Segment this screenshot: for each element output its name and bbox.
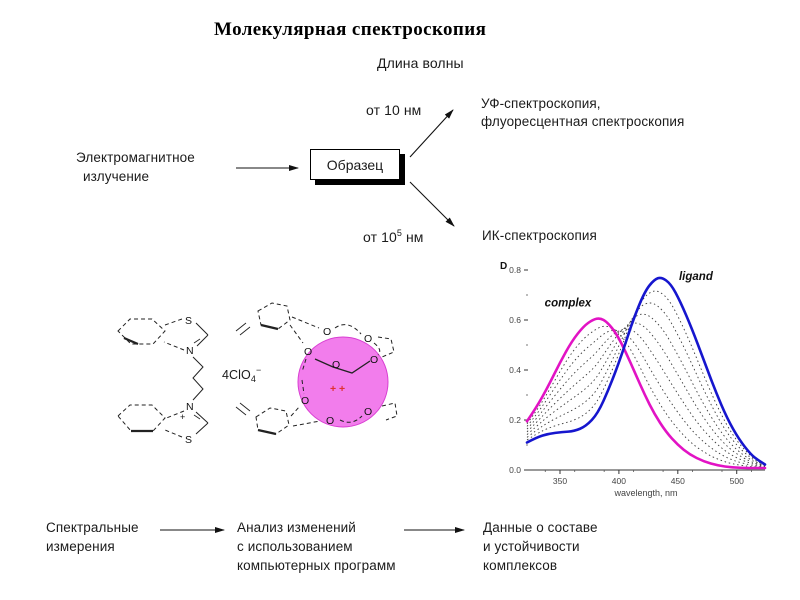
- nitrogen-atom-label: N: [186, 401, 194, 413]
- sulfur-atom-label: S: [185, 434, 192, 446]
- flow-step1-line2: измерения: [46, 539, 115, 554]
- cation-charge-label: + +: [330, 383, 345, 395]
- counterion-label: 4ClO4−: [222, 366, 261, 384]
- oxygen-atom-label: O: [364, 333, 372, 345]
- counterion-formula: 4ClO: [222, 368, 251, 382]
- oxygen-atom-label: O: [304, 346, 312, 358]
- benzothiazole-top: [117, 318, 209, 351]
- intermediate-spectrum-line: [526, 302, 766, 466]
- source-label-line1: Электромагнитное: [76, 150, 195, 165]
- plus-charge-label: +: [180, 412, 185, 422]
- flow-step2-line3: компьютерных программ: [237, 558, 396, 573]
- flow-step1-line1: Спектральные: [46, 520, 139, 535]
- oxygen-atom-label: O: [364, 406, 372, 418]
- atom-labels: S N N + S O O O O O O O O + +: [180, 315, 378, 446]
- crown-ether: [255, 302, 398, 436]
- arrow-up-right-icon: [409, 109, 454, 158]
- intermediate-spectrum-line: [526, 322, 766, 467]
- nitrogen-atom-label: N: [186, 345, 194, 357]
- intermediate-spectrum-line: [526, 329, 766, 468]
- source-label-line2: излучение: [83, 169, 150, 184]
- y-tick-label: 0.6: [509, 315, 521, 325]
- ir-range-label: от 105 нм: [363, 228, 424, 245]
- flow-step3-line1: Данные о составе: [483, 520, 598, 535]
- counterion-superscript: −: [256, 365, 262, 375]
- series-ligand-line: [525, 276, 767, 466]
- page-title: Молекулярная спектроскопия: [214, 19, 487, 40]
- uv-spectroscopy-line2: флуоресцентная спектроскопия: [481, 114, 685, 129]
- sample-box-label: Образец: [326, 156, 384, 173]
- pi-stack-marks: [235, 322, 251, 416]
- flow-step2-line2: с использованием: [237, 539, 353, 554]
- oxygen-atom-label: O: [370, 354, 378, 366]
- annotation-complex: complex: [545, 297, 592, 309]
- ir-range-base: от 10: [363, 229, 397, 245]
- wavelength-axis-label: Длина волны: [377, 55, 464, 71]
- ir-spectroscopy-label: ИК-спектроскопия: [482, 228, 597, 243]
- x-axis-title: wavelength, nm: [613, 488, 677, 498]
- intermediate-spectrum-line: [526, 290, 766, 466]
- glycol-bridge-bond: [314, 358, 371, 374]
- benzothiazole-bottom: [117, 404, 209, 438]
- counterion-subscript: 4: [250, 374, 256, 384]
- ir-range-exponent: 5: [396, 228, 402, 238]
- absorbance-spectra-chart: 350 400 450 500 0.0 0.2 0.4 0.6 0.8Dwavelength, …: [500, 261, 767, 498]
- uv-spectroscopy-line1: УФ-спектроскопия,: [481, 96, 601, 111]
- y-tick-label: 0.2: [509, 415, 521, 425]
- y-tick-label: 0.8: [509, 265, 521, 275]
- sample-box: Образец: [310, 149, 400, 180]
- propylene-chain-bond: [192, 356, 204, 401]
- x-tick-label: 400: [612, 476, 626, 486]
- flow-step2-line1: Анализ изменений: [237, 520, 356, 535]
- x-tick-label: 450: [671, 476, 685, 486]
- ir-range-unit: нм: [401, 229, 424, 245]
- oxygen-atom-label: O: [323, 326, 331, 338]
- oxygen-atom-label: O: [332, 359, 340, 371]
- chemical-structure-figure: S N N + S O O O O O O O O + +: [117, 302, 398, 446]
- arrow-down-right-icon: [409, 181, 455, 227]
- y-axis-title: D: [500, 261, 507, 272]
- annotation-ligand: ligand: [679, 271, 714, 283]
- oxygen-atom-label: O: [301, 395, 309, 407]
- oxygen-atom-label: O: [326, 415, 334, 427]
- intermediate-spectrum-line: [526, 313, 766, 467]
- flow-step3-line2: и устойчивости: [483, 539, 580, 554]
- sulfur-atom-label: S: [185, 315, 192, 327]
- x-tick-label: 350: [553, 476, 567, 486]
- series-complex-line: [525, 317, 767, 470]
- flow-step3-line3: комплексов: [483, 558, 558, 573]
- intermediate-spectrum-line: [526, 328, 766, 468]
- y-tick-label: 0.0: [509, 465, 521, 475]
- uv-range-label: от 10 нм: [366, 102, 422, 118]
- y-tick-label: 0.4: [509, 365, 521, 375]
- x-tick-label: 500: [730, 476, 744, 486]
- cation-circle: [297, 336, 389, 428]
